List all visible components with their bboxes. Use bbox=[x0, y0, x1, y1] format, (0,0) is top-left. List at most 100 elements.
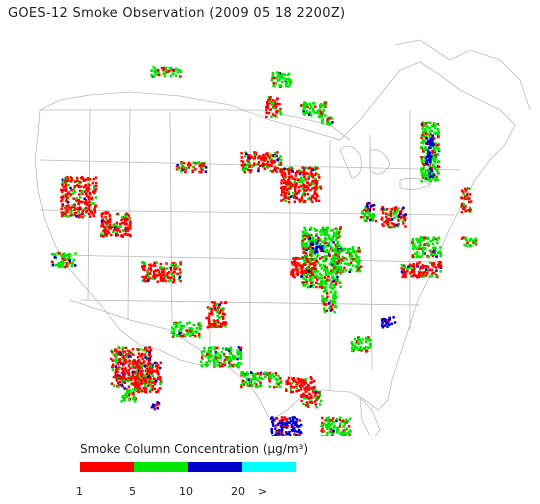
smoke-pixel bbox=[213, 348, 216, 351]
smoke-pixel bbox=[294, 264, 297, 267]
smoke-pixel bbox=[413, 267, 416, 270]
smoke-pixel bbox=[239, 357, 243, 361]
smoke-pixel bbox=[290, 423, 293, 426]
smoke-pixel bbox=[66, 201, 70, 204]
smoke-pixel bbox=[165, 262, 168, 265]
smoke-pixel bbox=[250, 165, 254, 168]
smoke-pixel bbox=[184, 166, 188, 170]
smoke-pixel bbox=[123, 376, 126, 380]
smoke-pixel bbox=[194, 162, 197, 165]
smoke-pixel bbox=[278, 78, 281, 81]
smoke-pixel bbox=[429, 155, 433, 159]
smoke-pixel bbox=[431, 252, 434, 256]
smoke-pixel bbox=[151, 369, 155, 373]
smoke-pixel bbox=[428, 172, 431, 175]
smoke-pixel bbox=[245, 371, 249, 374]
smoke-pixel bbox=[332, 429, 335, 433]
smoke-pixel bbox=[136, 365, 139, 369]
smoke-pixel bbox=[178, 332, 181, 335]
smoke-pixel bbox=[318, 272, 322, 275]
smoke-pixel bbox=[331, 255, 335, 258]
smoke-pixel bbox=[242, 168, 245, 171]
smoke-pixel bbox=[428, 275, 432, 278]
smoke-pixel bbox=[394, 206, 397, 209]
smoke-pixel bbox=[162, 270, 166, 273]
smoke-pixel bbox=[308, 400, 311, 404]
smoke-pixel bbox=[300, 383, 303, 386]
smoke-pixel bbox=[303, 242, 306, 245]
smoke-pixel bbox=[291, 390, 295, 394]
smoke-pixel bbox=[254, 163, 258, 166]
smoke-pixel bbox=[164, 66, 168, 70]
smoke-pixel bbox=[321, 286, 324, 289]
smoke-pixel bbox=[330, 261, 333, 265]
smoke-pixel bbox=[320, 435, 324, 436]
smoke-pixel bbox=[262, 155, 265, 159]
smoke-pixel bbox=[436, 128, 439, 131]
smoke-pixel bbox=[89, 209, 92, 213]
smoke-pixel bbox=[55, 263, 58, 267]
smoke-pixel bbox=[326, 241, 329, 245]
smoke-pixel bbox=[169, 74, 173, 78]
smoke-pixel bbox=[339, 416, 342, 419]
smoke-pixel bbox=[257, 160, 261, 164]
smoke-pixel bbox=[436, 135, 440, 139]
smoke-pixel bbox=[254, 372, 258, 376]
smoke-pixel bbox=[234, 363, 238, 367]
smoke-pixel bbox=[371, 218, 375, 221]
smoke-pixel bbox=[92, 214, 96, 218]
smoke-pixel bbox=[432, 173, 436, 176]
smoke-pixel bbox=[351, 259, 355, 262]
smoke-pixel bbox=[363, 208, 366, 212]
smoke-pixel bbox=[132, 360, 135, 363]
smoke-pixel bbox=[273, 159, 276, 163]
smoke-pixel bbox=[86, 195, 89, 198]
smoke-pixel bbox=[147, 375, 150, 378]
smoke-pixel bbox=[368, 208, 372, 211]
smoke-pixel bbox=[145, 349, 149, 352]
smoke-pixel bbox=[324, 423, 327, 426]
smoke-pixel bbox=[140, 389, 144, 393]
smoke-pixel bbox=[228, 365, 231, 368]
smoke-pixel bbox=[133, 375, 137, 379]
smoke-pixel bbox=[304, 381, 307, 384]
smoke-pixel bbox=[339, 281, 342, 284]
smoke-pixel bbox=[60, 188, 63, 192]
smoke-pixel bbox=[64, 199, 68, 202]
smoke-pixel bbox=[355, 260, 359, 264]
smoke-pixel bbox=[119, 362, 123, 365]
smoke-pixel bbox=[436, 123, 440, 126]
smoke-pixel bbox=[386, 207, 389, 211]
smoke-pixel bbox=[385, 219, 388, 222]
smoke-pixel bbox=[123, 359, 126, 363]
smoke-pixel bbox=[102, 225, 106, 229]
smoke-pixel bbox=[305, 254, 309, 258]
smoke-pixel bbox=[427, 255, 431, 259]
smoke-pixel bbox=[130, 365, 134, 368]
smoke-pixel bbox=[420, 239, 423, 243]
smoke-pixel bbox=[314, 258, 317, 261]
smoke-pixel bbox=[192, 161, 195, 164]
smoke-pixel bbox=[237, 353, 240, 356]
smoke-pixel bbox=[309, 276, 312, 280]
smoke-pixel bbox=[153, 370, 156, 373]
smoke-pixel bbox=[346, 248, 350, 251]
smoke-pixel bbox=[336, 279, 340, 282]
smoke-pixel bbox=[331, 300, 334, 304]
smoke-pixel bbox=[223, 361, 226, 364]
smoke-pixel bbox=[153, 361, 157, 365]
smoke-pixel bbox=[306, 260, 310, 264]
smoke-pixel bbox=[68, 259, 71, 262]
smoke-pixel bbox=[116, 362, 119, 366]
smoke-pixel bbox=[307, 177, 310, 181]
smoke-pixel bbox=[313, 400, 317, 403]
smoke-pixel bbox=[279, 421, 283, 425]
smoke-pixel bbox=[291, 263, 295, 266]
smoke-pixel bbox=[469, 237, 473, 241]
smoke-pixel bbox=[368, 342, 372, 346]
smoke-pixel bbox=[388, 318, 392, 321]
smoke-pixel bbox=[136, 381, 140, 384]
smoke-pixel bbox=[303, 274, 306, 277]
smoke-pixel bbox=[266, 152, 269, 155]
smoke-pixel bbox=[86, 186, 89, 190]
